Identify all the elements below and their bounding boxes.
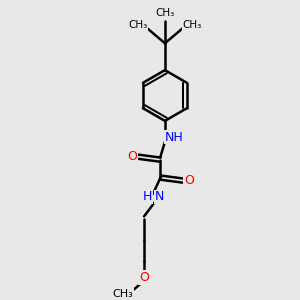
Text: CH₃: CH₃ [113,289,134,299]
Text: N: N [155,190,164,203]
Text: NH: NH [165,131,184,144]
Text: CH₃: CH₃ [182,20,201,30]
Text: CH₃: CH₃ [128,20,148,30]
Text: O: O [127,150,137,163]
Text: CH₃: CH₃ [155,8,175,18]
Text: O: O [139,271,149,284]
Text: O: O [184,174,194,187]
Text: H: H [143,190,152,203]
